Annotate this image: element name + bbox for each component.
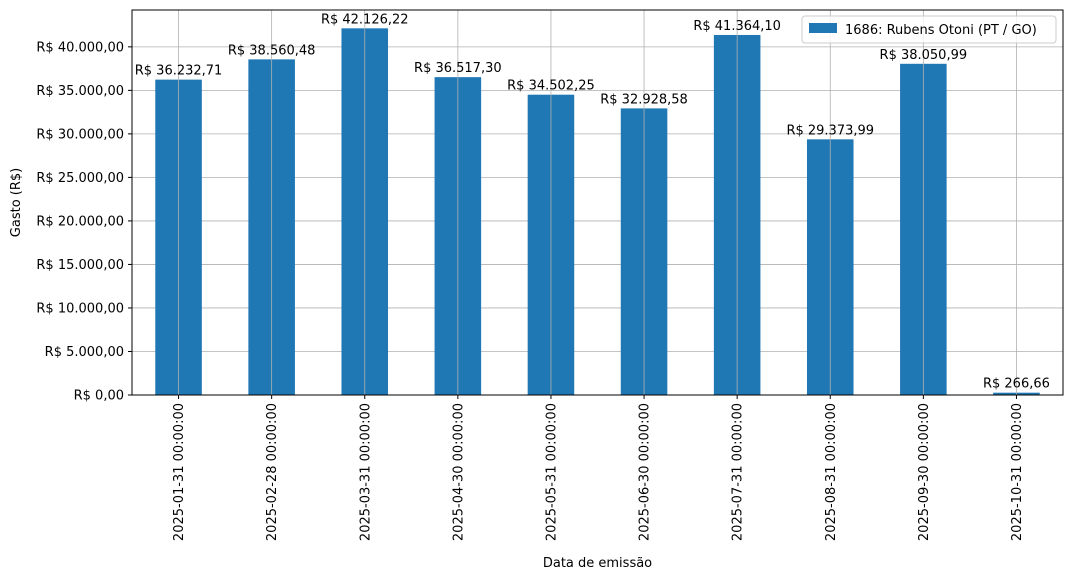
bar-value-label: R$ 266,66: [983, 377, 1050, 392]
y-tick-label: R$ 30.000,00: [36, 127, 124, 142]
x-tick-label: 2025-01-31 00:00:00: [172, 403, 187, 541]
x-tick-label: 2025-10-31 00:00:00: [1010, 403, 1025, 541]
bar-value-label: R$ 36.517,30: [414, 61, 502, 76]
y-tick-label: R$ 5.000,00: [45, 345, 124, 360]
vertical-grid-lines: [178, 10, 1017, 395]
y-axis-ticks: R$ 0,00 R$ 5.000,00 R$ 10.000,00 R$ 15.000,…: [36, 40, 132, 404]
data-labels: R$ 36.232,71 R$ 38.560,48 R$ 42.126,22 R$ 3…: [135, 12, 1050, 391]
bar-value-label: R$ 36.232,71: [135, 64, 223, 79]
x-tick-label: 2025-03-31 00:00:00: [358, 403, 373, 541]
x-axis-ticks: 2025-01-31 00:00:00 2025-02-28 00:00:00 20…: [172, 395, 1025, 541]
bar-value-label: R$ 38.560,48: [228, 43, 316, 58]
x-tick-label: 2025-06-30 00:00:00: [638, 403, 653, 541]
legend-swatch: [809, 23, 837, 33]
y-tick-label: R$ 25.000,00: [36, 171, 124, 186]
x-tick-label: 2025-07-31 00:00:00: [731, 403, 746, 541]
x-tick-label: 2025-02-28 00:00:00: [265, 403, 280, 541]
y-tick-label: R$ 10.000,00: [36, 301, 124, 316]
bar-value-label: R$ 32.928,58: [600, 92, 688, 107]
bar-value-label: R$ 29.373,99: [786, 123, 874, 138]
legend-series-name: 1686: Rubens Otoni (PT / GO): [845, 23, 1037, 38]
plot-frame: [131, 9, 1064, 396]
x-tick-label: 2025-08-31 00:00:00: [824, 403, 839, 541]
y-tick-label: R$ 15.000,00: [36, 258, 124, 273]
y-tick-label: R$ 40.000,00: [36, 40, 124, 55]
bar-value-label: R$ 42.126,22: [321, 12, 409, 27]
y-tick-label: R$ 35.000,00: [36, 84, 124, 99]
x-tick-label: 2025-05-31 00:00:00: [544, 403, 559, 541]
x-tick-label: 2025-09-30 00:00:00: [917, 403, 932, 541]
y-tick-label: R$ 20.000,00: [36, 214, 124, 229]
bar-value-label: R$ 38.050,99: [880, 48, 968, 63]
x-axis-title: Data de emissão: [543, 556, 652, 571]
y-axis-title: Gasto (R$): [9, 168, 24, 237]
bar-value-label: R$ 34.502,25: [507, 79, 595, 94]
legend: 1686: Rubens Otoni (PT / GO): [801, 15, 1057, 44]
y-tick-label: R$ 0,00: [74, 389, 124, 404]
bars: [155, 28, 1040, 396]
x-tick-label: 2025-04-30 00:00:00: [451, 403, 466, 541]
bar-value-label: R$ 41.364,10: [693, 19, 781, 34]
legend-box: [801, 15, 1057, 44]
